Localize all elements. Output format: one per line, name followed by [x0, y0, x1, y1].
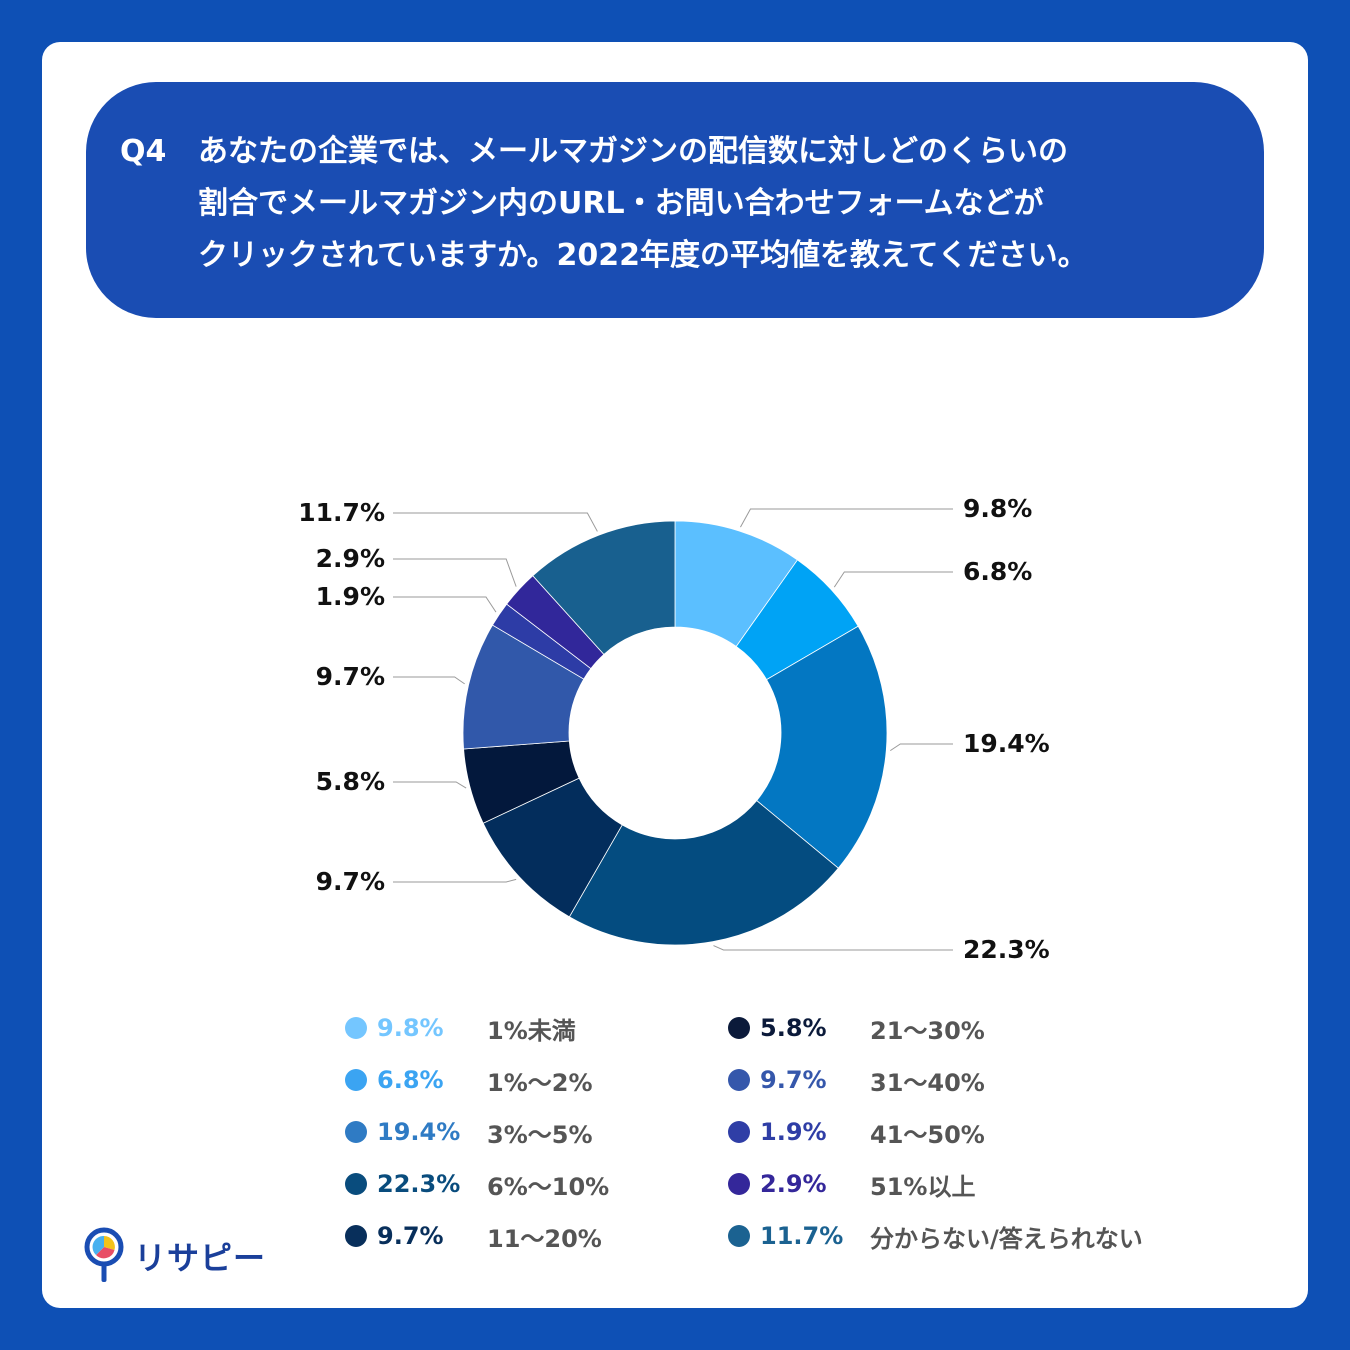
- legend-value: 11.7%: [760, 1222, 844, 1250]
- legend-item-10: 11.7% 分からない/答えられない: [728, 1216, 1143, 1256]
- data-label-2: 6.8%: [963, 557, 1032, 586]
- legend-item-2: 6.8% 1%〜2%: [345, 1060, 593, 1100]
- donut-hole: [569, 627, 781, 839]
- legend-value: 6.8%: [377, 1066, 444, 1094]
- legend-category: 1%〜2%: [487, 1068, 593, 1097]
- legend-value: 5.8%: [760, 1014, 827, 1042]
- legend-category: 1%未満: [487, 1016, 576, 1045]
- leader-line-7: [393, 676, 465, 685]
- legend-category: 分からない/答えられない: [870, 1224, 1143, 1253]
- data-label-5: 9.7%: [316, 867, 385, 896]
- leader-line-1: [740, 508, 953, 528]
- legend-value: 9.8%: [377, 1014, 444, 1042]
- legend-swatch: [345, 1121, 367, 1143]
- question-line-2: 割合でメールマガジン内のURL・お問い合わせフォームなどが: [198, 186, 1044, 221]
- legend-category: 11〜20%: [487, 1224, 602, 1253]
- legend-category: 41〜50%: [870, 1120, 985, 1149]
- legend-value: 9.7%: [377, 1222, 444, 1250]
- legend-item-3: 19.4% 3%〜5%: [345, 1112, 593, 1152]
- legend-category: 31〜40%: [870, 1068, 985, 1097]
- legend-value: 1.9%: [760, 1118, 827, 1146]
- legend-category: 6%〜10%: [487, 1172, 610, 1201]
- legend-item-5: 9.7% 11〜20%: [345, 1216, 602, 1256]
- legend-category: 51%以上: [870, 1172, 976, 1201]
- legend-swatch: [345, 1173, 367, 1195]
- legend-item-6: 5.8% 21〜30%: [728, 1008, 985, 1048]
- leader-line-8: [393, 596, 497, 613]
- leader-line-3: [890, 743, 953, 752]
- data-label-6: 5.8%: [316, 767, 385, 796]
- legend-item-8: 1.9% 41〜50%: [728, 1112, 985, 1152]
- legend-swatch: [345, 1069, 367, 1091]
- data-label-3: 19.4%: [963, 729, 1050, 758]
- legend-item-4: 22.3% 6%〜10%: [345, 1164, 609, 1204]
- data-label-1: 9.8%: [963, 494, 1032, 523]
- brand-name: リサピー: [134, 1239, 267, 1277]
- legend-swatch: [728, 1225, 750, 1247]
- legend-category: 3%〜5%: [487, 1120, 593, 1149]
- leader-line-5: [393, 878, 517, 883]
- question-box: Q4 あなたの企業では、メールマガジンの配信数に対しどのくらいの 割合でメールマ…: [86, 82, 1264, 318]
- legend-swatch: [728, 1069, 750, 1091]
- data-label-4: 22.3%: [963, 935, 1050, 964]
- leader-line-10: [393, 512, 598, 532]
- legend-value: 22.3%: [377, 1170, 461, 1198]
- leader-line-6: [393, 781, 467, 789]
- magnifier-pie-icon: [84, 1227, 124, 1282]
- legend-swatch: [728, 1017, 750, 1039]
- legend-swatch: [728, 1121, 750, 1143]
- question-number: Q4: [120, 134, 167, 169]
- data-label-7: 9.7%: [316, 662, 385, 691]
- question-line-1: あなたの企業では、メールマガジンの配信数に対しどのくらいの: [198, 134, 1068, 169]
- legend-swatch: [345, 1017, 367, 1039]
- leader-line-4: [713, 945, 953, 951]
- data-label-8: 1.9%: [316, 582, 385, 611]
- data-label-10: 11.7%: [298, 498, 385, 527]
- legend-swatch: [345, 1225, 367, 1247]
- legend-item-1: 9.8% 1%未満: [345, 1008, 576, 1048]
- legend-item-9: 2.9% 51%以上: [728, 1164, 975, 1204]
- data-label-9: 2.9%: [316, 544, 385, 573]
- leader-line-2: [833, 571, 953, 588]
- brand-logo: リサピー: [82, 1226, 266, 1286]
- legend-value: 2.9%: [760, 1170, 827, 1198]
- legend-item-7: 9.7% 31〜40%: [728, 1060, 985, 1100]
- legend-value: 19.4%: [377, 1118, 461, 1146]
- question-line-3: クリックされていますか。2022年度の平均値を教えてください。: [198, 238, 1088, 273]
- legend-category: 21〜30%: [870, 1016, 985, 1045]
- leader-line-9: [393, 558, 517, 587]
- legend-value: 9.7%: [760, 1066, 827, 1094]
- legend-swatch: [728, 1173, 750, 1195]
